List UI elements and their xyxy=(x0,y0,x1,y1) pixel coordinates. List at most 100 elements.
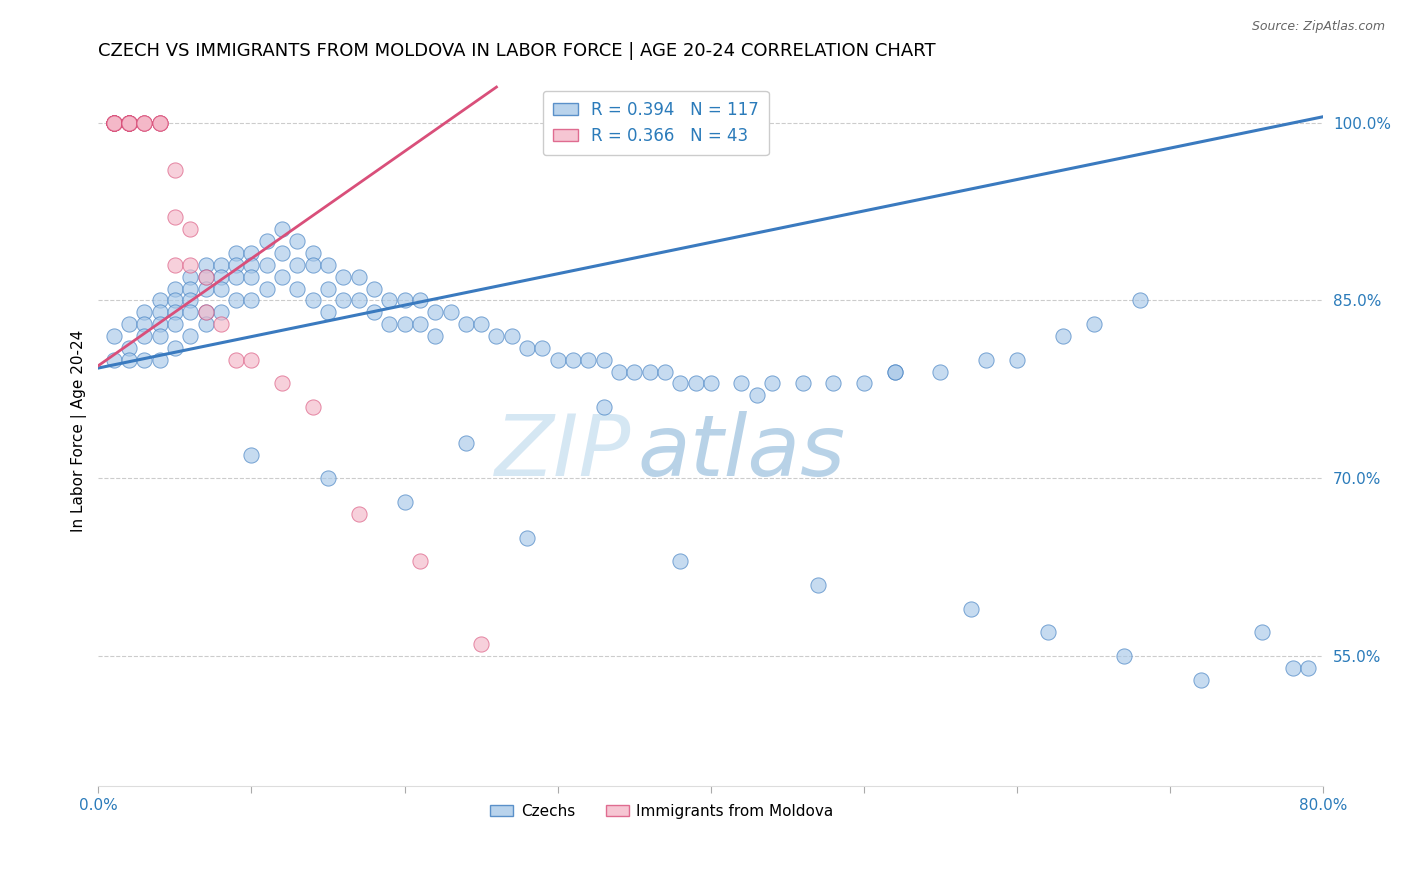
Point xyxy=(669,376,692,391)
Point xyxy=(470,317,492,331)
Point xyxy=(1114,649,1136,664)
Point xyxy=(394,293,416,308)
Text: atlas: atlas xyxy=(637,410,845,493)
Point xyxy=(118,115,141,129)
Point xyxy=(134,317,156,331)
Point xyxy=(225,269,247,284)
Point xyxy=(256,282,278,296)
Point xyxy=(852,376,875,391)
Point xyxy=(470,637,492,651)
Point xyxy=(163,258,186,272)
Point xyxy=(179,269,201,284)
Point xyxy=(409,293,432,308)
Point xyxy=(118,352,141,367)
Point xyxy=(576,352,599,367)
Point xyxy=(1083,317,1105,331)
Point xyxy=(118,115,141,129)
Point xyxy=(976,352,998,367)
Point xyxy=(194,269,217,284)
Point xyxy=(1128,293,1150,308)
Point xyxy=(118,115,141,129)
Point xyxy=(454,435,477,450)
Point xyxy=(425,305,447,319)
Point xyxy=(149,115,172,129)
Point xyxy=(163,317,186,331)
Legend: Czechs, Immigrants from Moldova: Czechs, Immigrants from Moldova xyxy=(484,797,839,825)
Point xyxy=(394,317,416,331)
Point xyxy=(685,376,707,391)
Point xyxy=(761,376,783,391)
Point xyxy=(149,352,172,367)
Point xyxy=(669,554,692,568)
Point xyxy=(425,329,447,343)
Point xyxy=(134,115,156,129)
Point xyxy=(363,305,385,319)
Point xyxy=(883,365,905,379)
Text: ZIP: ZIP xyxy=(495,410,631,493)
Point xyxy=(179,282,201,296)
Point xyxy=(256,258,278,272)
Point xyxy=(562,352,585,367)
Point xyxy=(209,258,232,272)
Point xyxy=(118,115,141,129)
Point xyxy=(623,365,645,379)
Point xyxy=(287,234,309,248)
Point xyxy=(118,115,141,129)
Point xyxy=(103,115,125,129)
Point xyxy=(118,341,141,355)
Point xyxy=(209,305,232,319)
Point xyxy=(347,507,370,521)
Point xyxy=(194,305,217,319)
Point xyxy=(163,341,186,355)
Point xyxy=(823,376,845,391)
Point xyxy=(149,305,172,319)
Text: Source: ZipAtlas.com: Source: ZipAtlas.com xyxy=(1251,20,1385,33)
Point xyxy=(134,352,156,367)
Point xyxy=(103,115,125,129)
Point xyxy=(225,246,247,260)
Point xyxy=(347,269,370,284)
Point xyxy=(745,388,768,402)
Point xyxy=(271,269,294,284)
Y-axis label: In Labor Force | Age 20-24: In Labor Force | Age 20-24 xyxy=(72,330,87,532)
Point xyxy=(332,269,354,284)
Point xyxy=(194,305,217,319)
Point xyxy=(225,352,247,367)
Point xyxy=(134,329,156,343)
Point xyxy=(240,258,263,272)
Point xyxy=(240,246,263,260)
Point xyxy=(807,578,830,592)
Point xyxy=(439,305,461,319)
Point xyxy=(332,293,354,308)
Point xyxy=(103,115,125,129)
Point xyxy=(163,163,186,178)
Point xyxy=(1036,625,1059,640)
Point xyxy=(149,329,172,343)
Point xyxy=(316,282,339,296)
Point xyxy=(225,258,247,272)
Point xyxy=(118,115,141,129)
Point xyxy=(516,531,538,545)
Point xyxy=(179,305,201,319)
Point xyxy=(287,258,309,272)
Point xyxy=(960,601,983,615)
Point xyxy=(592,400,614,414)
Point xyxy=(134,115,156,129)
Point xyxy=(134,305,156,319)
Point xyxy=(501,329,523,343)
Point xyxy=(134,115,156,129)
Point xyxy=(118,317,141,331)
Point xyxy=(103,115,125,129)
Point xyxy=(287,282,309,296)
Point xyxy=(149,115,172,129)
Point xyxy=(547,352,569,367)
Point xyxy=(179,293,201,308)
Point xyxy=(225,293,247,308)
Point xyxy=(516,341,538,355)
Point xyxy=(149,115,172,129)
Point xyxy=(638,365,661,379)
Point xyxy=(409,317,432,331)
Point xyxy=(409,554,432,568)
Point xyxy=(179,222,201,236)
Point xyxy=(163,282,186,296)
